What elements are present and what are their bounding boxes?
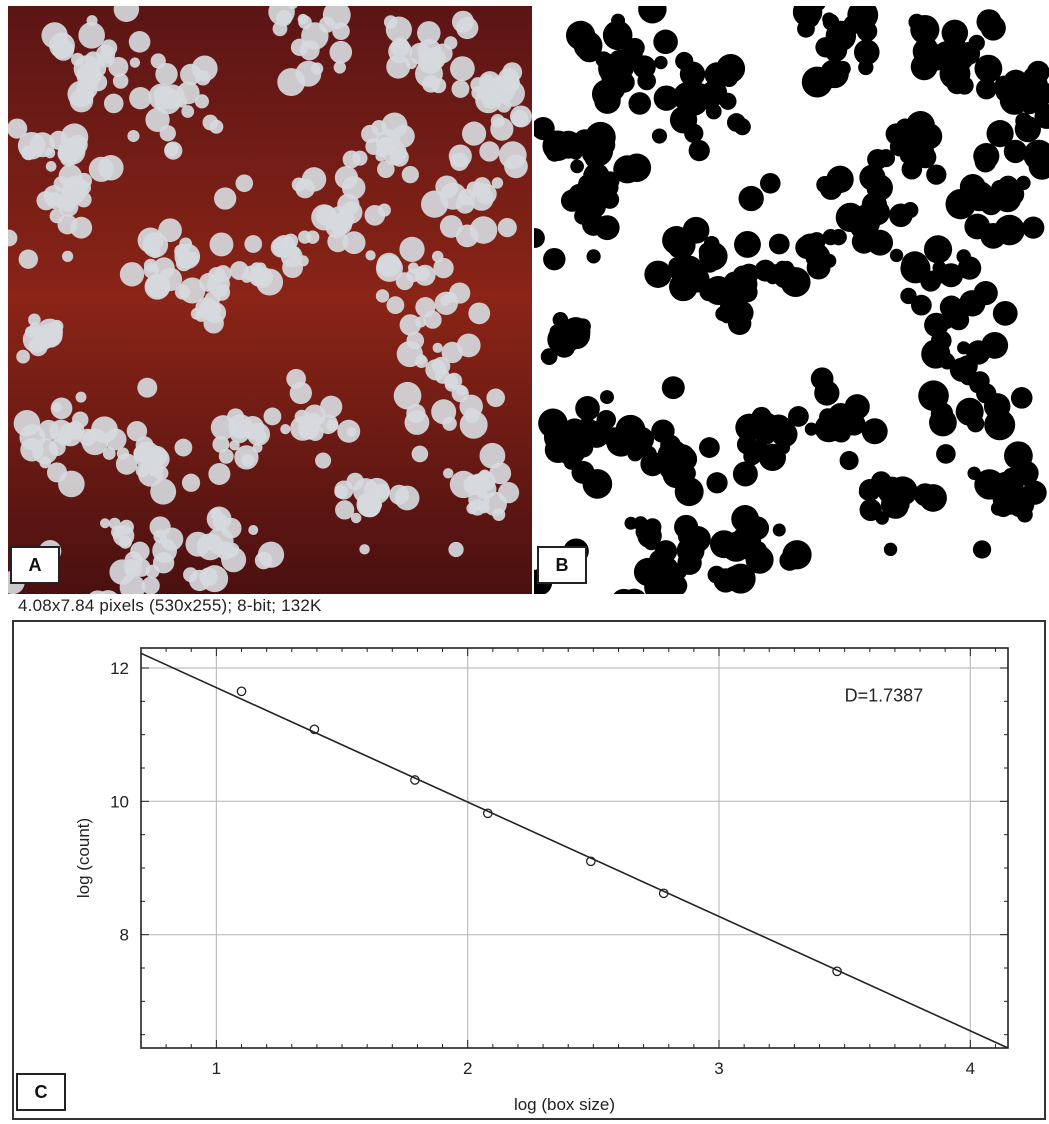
y-tick-label: 8 [120, 926, 129, 945]
x-tick-label: 2 [463, 1059, 472, 1078]
colony-blobs [8, 6, 532, 594]
colony-photo-panel [8, 6, 532, 594]
x-axis-title: log (box size) [514, 1095, 615, 1114]
grid-lines [141, 648, 1008, 1048]
binary-image [534, 6, 1049, 594]
data-point [309, 724, 320, 735]
fractal-plot-panel: 1 2 3 4 8 10 12 log (box size) log (count) D=1.73… [12, 620, 1046, 1120]
binary-blobs [534, 6, 1049, 594]
data-point [832, 966, 842, 977]
x-tick-label: 1 [212, 1059, 221, 1078]
y-tick-label: 12 [110, 659, 129, 678]
panel-a-label: A [10, 546, 60, 584]
data-point [410, 775, 420, 785]
minor-ticks [140, 648, 1008, 1048]
regression-line [140, 652, 1009, 1049]
x-tick-label: 3 [714, 1059, 723, 1078]
y-tick-label: 10 [110, 792, 129, 811]
x-tick-label: 4 [966, 1059, 975, 1078]
colony-photo [8, 6, 532, 594]
y-axis-title: log (count) [74, 818, 93, 898]
data-point [658, 888, 669, 899]
panel-b-label: B [537, 546, 587, 584]
image-info-line: 4.08x7.84 pixels (530x255); 8-bit; 132K [18, 596, 322, 615]
data-point [482, 808, 493, 819]
panel-c-label: C [16, 1073, 66, 1111]
fractal-dimension-label: D=1.7387 [845, 685, 924, 705]
data-point [585, 856, 596, 867]
plot-frame [140, 647, 1009, 1049]
binary-image-panel [534, 6, 1049, 594]
data-point [236, 686, 247, 697]
